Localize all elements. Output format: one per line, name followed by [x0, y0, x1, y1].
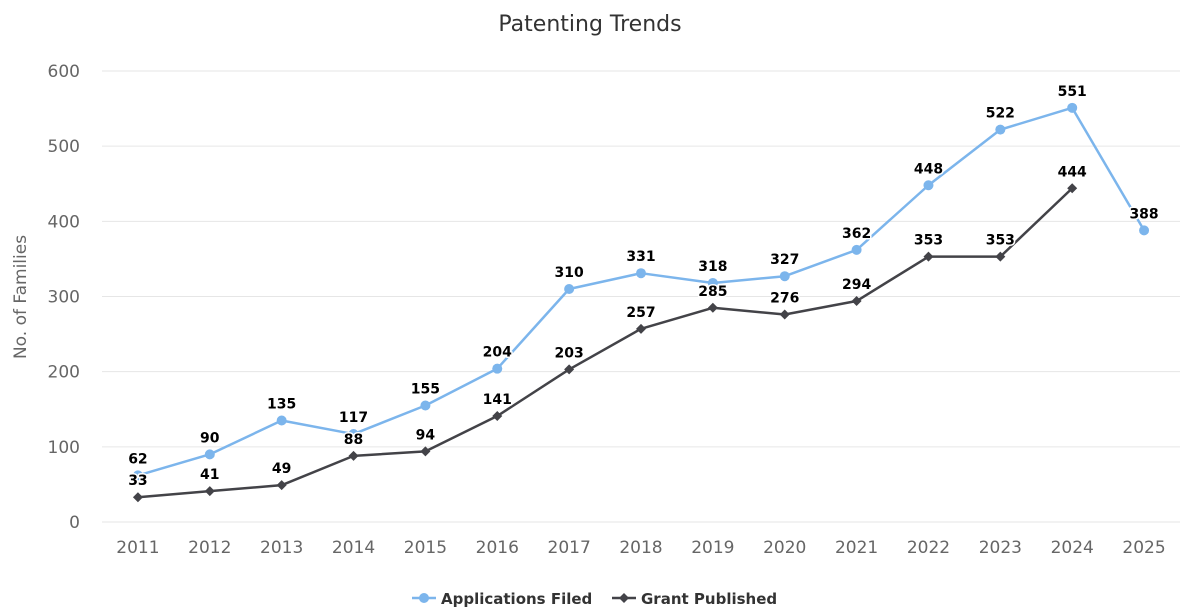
chart-title: Patenting Trends	[498, 12, 681, 37]
x-tick-label: 2014	[332, 538, 375, 558]
x-tick-label: 2021	[835, 538, 878, 558]
x-tick-label: 2020	[763, 538, 806, 558]
data-point[interactable]	[420, 400, 431, 411]
data-label: 551	[1058, 84, 1087, 100]
data-point[interactable]	[851, 244, 862, 255]
data-label: 331	[626, 249, 655, 265]
data-label: 362	[842, 226, 871, 242]
x-tick-label: 2011	[116, 538, 159, 558]
data-point[interactable]	[779, 309, 790, 320]
data-label: 62	[128, 451, 147, 467]
data-label: 448	[914, 161, 943, 177]
data-point[interactable]	[851, 296, 862, 307]
data-label: 117	[339, 410, 368, 426]
data-label: 204	[483, 345, 512, 361]
series-line-2	[137, 187, 1074, 499]
y-tick-label: 500	[48, 137, 80, 157]
data-label: 522	[986, 106, 1015, 122]
data-point[interactable]	[348, 450, 359, 461]
data-point[interactable]	[132, 470, 143, 481]
data-label: 444	[1058, 164, 1087, 180]
data-label: 33	[128, 473, 147, 489]
data-point[interactable]	[276, 415, 287, 426]
legend-marker	[619, 593, 629, 603]
data-point[interactable]	[204, 449, 215, 460]
y-tick-label: 0	[69, 513, 80, 533]
y-tick-label: 600	[48, 62, 80, 82]
data-label: 94	[416, 427, 436, 443]
data-label: 285	[698, 284, 727, 300]
data-label: 318	[698, 259, 727, 275]
data-point[interactable]	[492, 363, 503, 374]
x-tick-label: 2016	[476, 538, 519, 558]
y-tick-label: 400	[48, 212, 80, 232]
data-point[interactable]	[1139, 225, 1150, 236]
data-point[interactable]	[923, 251, 934, 262]
y-tick-label: 100	[48, 438, 80, 458]
x-tick-label: 2023	[979, 538, 1022, 558]
data-point[interactable]	[707, 277, 718, 288]
legend: Applications Filed Grant Published	[412, 590, 777, 608]
data-point[interactable]	[636, 268, 646, 279]
legend-label: Applications Filed	[441, 590, 592, 608]
data-point[interactable]	[1067, 183, 1078, 194]
data-label: 135	[267, 397, 296, 413]
data-label: 353	[986, 233, 1015, 249]
data-point[interactable]	[492, 411, 503, 422]
data-point[interactable]	[132, 492, 143, 503]
x-axis-ticks: 2011 2012 2013 2014 2015 2016 2017 2018 2019 2020…	[116, 538, 1165, 558]
data-labels: 33 41 49 88 94 141 203 257 285 276 294 353 353 444 62 9…	[127, 82, 1160, 490]
x-tick-label: 2018	[619, 538, 662, 558]
data-label: 327	[770, 252, 799, 268]
legend-item[interactable]: Grant Published	[612, 590, 777, 608]
data-point[interactable]	[276, 480, 287, 491]
data-label: 41	[200, 467, 219, 483]
x-tick-label: 2024	[1051, 538, 1094, 558]
data-point[interactable]	[420, 446, 431, 457]
legend-label: Grant Published	[641, 590, 777, 608]
data-point[interactable]	[204, 486, 215, 497]
y-axis-label: No. of Families	[11, 235, 31, 359]
x-tick-label: 2015	[404, 538, 447, 558]
data-label: 141	[483, 392, 512, 408]
data-point[interactable]	[995, 251, 1006, 262]
data-point[interactable]	[348, 429, 359, 440]
data-label: 203	[555, 345, 584, 361]
legend-marker	[419, 593, 429, 603]
y-axis-ticks: 0 100 200 300 400 500 600	[48, 62, 80, 533]
data-point[interactable]	[636, 323, 646, 334]
data-point[interactable]	[1067, 102, 1078, 113]
data-label: 310	[555, 265, 584, 281]
data-point[interactable]	[995, 124, 1006, 135]
y-tick-label: 300	[48, 288, 80, 308]
x-tick-label: 2017	[548, 538, 591, 558]
x-tick-label: 2012	[188, 538, 231, 558]
data-label: 353	[914, 233, 943, 249]
data-label: 388	[1129, 206, 1158, 222]
x-tick-label: 2022	[907, 538, 950, 558]
data-label: 155	[411, 381, 440, 397]
data-label: 49	[272, 461, 291, 477]
data-label: 294	[842, 277, 871, 293]
data-label: 276	[770, 291, 799, 307]
data-label: 257	[626, 305, 655, 321]
data-point[interactable]	[564, 283, 575, 294]
data-point[interactable]	[779, 271, 790, 282]
grid-layer	[102, 70, 1180, 523]
y-tick-label: 200	[48, 363, 80, 383]
x-tick-label: 2013	[260, 538, 303, 558]
data-point[interactable]	[923, 180, 934, 191]
data-point[interactable]	[564, 364, 575, 375]
series-layer	[132, 102, 1150, 503]
x-tick-label: 2025	[1122, 538, 1165, 558]
series-line-1	[137, 106, 1146, 477]
legend-item[interactable]: Applications Filed	[412, 590, 592, 608]
x-tick-label: 2019	[691, 538, 734, 558]
data-label: 90	[200, 430, 220, 446]
data-label: 88	[344, 432, 363, 448]
data-point[interactable]	[707, 302, 718, 313]
